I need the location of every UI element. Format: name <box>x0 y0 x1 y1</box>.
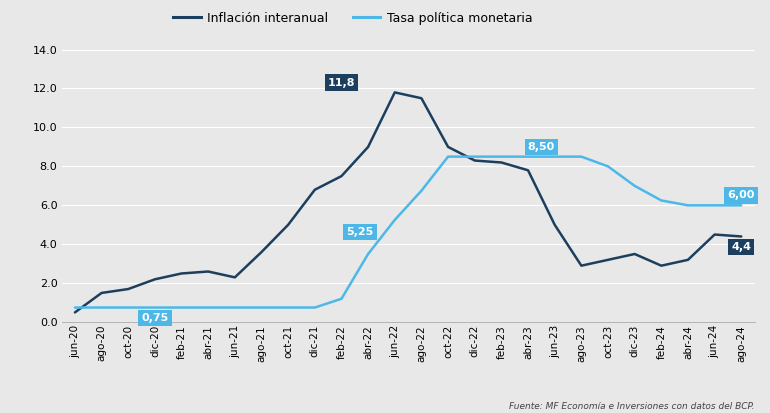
Text: 6,00: 6,00 <box>728 190 755 200</box>
Text: 0,75: 0,75 <box>141 313 169 323</box>
Text: 5,25: 5,25 <box>346 227 373 237</box>
Text: 11,8: 11,8 <box>328 78 355 88</box>
Text: 4,4: 4,4 <box>732 242 752 252</box>
Legend: Inflación interanual, Tasa política monetaria: Inflación interanual, Tasa política mone… <box>168 7 537 30</box>
Text: Fuente: MF Economía e Inversiones con datos del BCP.: Fuente: MF Economía e Inversiones con da… <box>509 402 755 411</box>
Text: 8,50: 8,50 <box>527 142 555 152</box>
